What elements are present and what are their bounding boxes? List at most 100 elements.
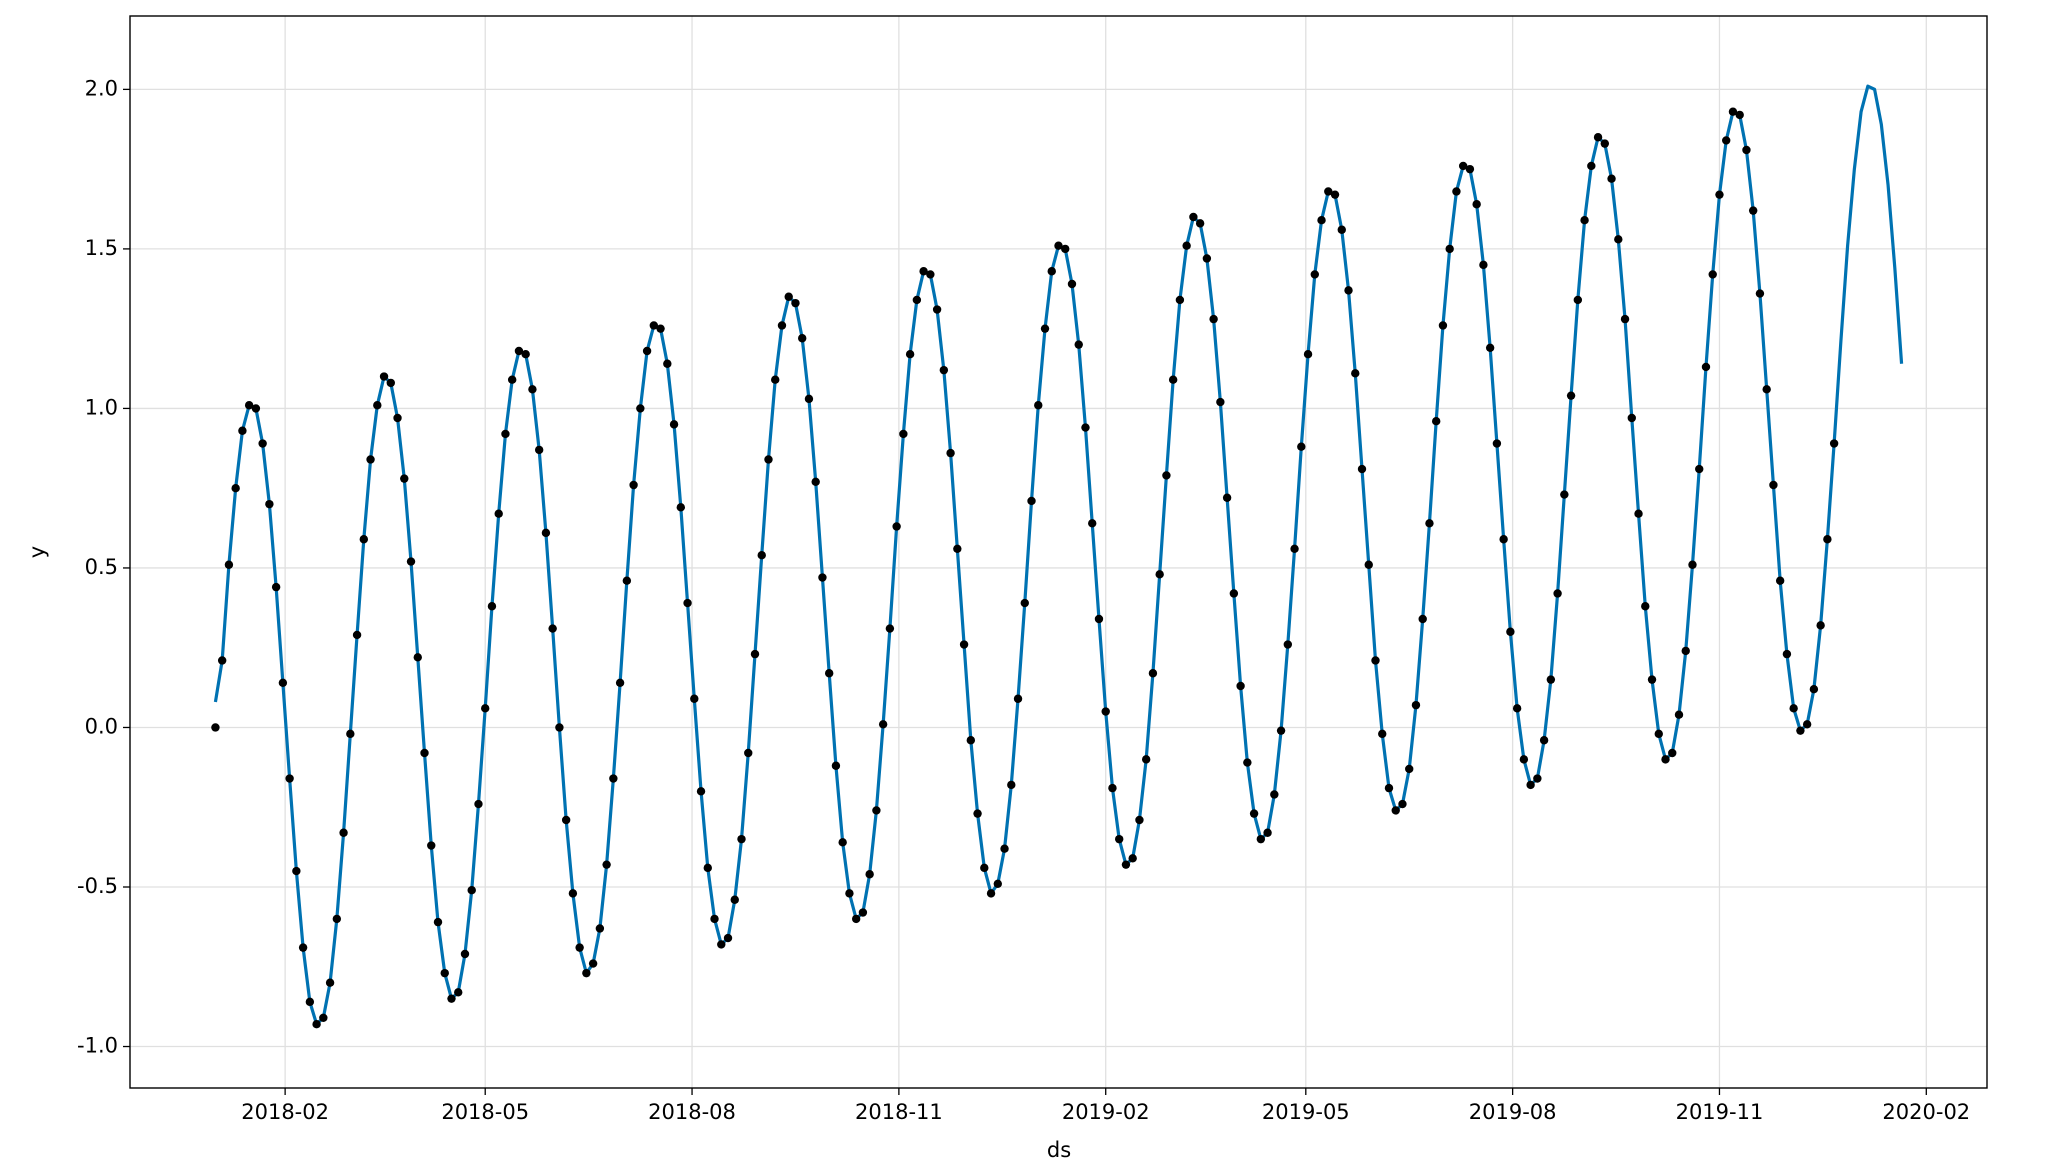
data-point — [1499, 535, 1508, 544]
data-point — [1600, 139, 1610, 148]
data-point — [346, 729, 355, 739]
data-point — [1040, 324, 1050, 333]
data-point — [1168, 375, 1178, 384]
data-point — [292, 866, 301, 876]
data-point — [1762, 385, 1771, 394]
data-point — [1533, 774, 1542, 783]
data-point — [541, 528, 551, 538]
data-point — [1310, 270, 1319, 279]
data-point — [845, 889, 854, 898]
data-point — [1479, 260, 1488, 270]
data-point — [1209, 314, 1218, 324]
data-point — [703, 863, 712, 873]
data-point — [568, 889, 578, 898]
data-point — [487, 602, 497, 611]
data-point — [420, 748, 429, 758]
data-point — [1229, 589, 1239, 598]
data-point — [1000, 844, 1009, 853]
data-point — [265, 499, 274, 509]
data-point — [1627, 413, 1636, 423]
y-tick-label: 2.0 — [85, 76, 118, 100]
data-point — [1809, 684, 1819, 694]
data-point — [1708, 270, 1717, 279]
data-point — [1674, 710, 1684, 719]
data-point — [1249, 809, 1259, 818]
data-point — [582, 968, 591, 978]
data-point — [1270, 790, 1279, 799]
data-point — [1303, 349, 1313, 359]
data-point — [1802, 720, 1812, 729]
data-point — [973, 809, 982, 818]
data-point — [1560, 490, 1569, 499]
data-point — [811, 477, 820, 487]
data-point — [595, 924, 605, 933]
data-point — [1485, 343, 1495, 353]
data-point — [278, 678, 288, 688]
data-point — [1512, 704, 1522, 713]
x-tick-label: 2018-02 — [241, 1100, 329, 1124]
data-point — [1141, 755, 1151, 764]
data-point — [1654, 729, 1663, 739]
data-point — [764, 455, 773, 464]
data-point — [966, 736, 976, 745]
data-point — [1587, 161, 1596, 171]
data-point — [413, 653, 422, 662]
data-point — [366, 455, 375, 464]
data-point — [676, 503, 686, 512]
data-point — [1438, 321, 1448, 330]
data-point — [454, 988, 463, 997]
data-point — [1526, 780, 1535, 790]
data-point — [1506, 627, 1515, 636]
data-point — [427, 841, 436, 850]
data-point — [1755, 289, 1765, 298]
data-point — [1539, 736, 1549, 745]
data-point — [791, 298, 800, 308]
data-point — [1816, 621, 1825, 630]
data-point — [1020, 598, 1029, 608]
data-point — [1748, 206, 1758, 215]
data-point — [534, 445, 544, 455]
data-point — [440, 968, 449, 978]
data-point — [1431, 416, 1441, 426]
y-tick-label: 1.5 — [85, 236, 118, 260]
data-point — [494, 509, 503, 518]
x-tick-label: 2019-11 — [1676, 1100, 1764, 1124]
data-point — [460, 949, 470, 959]
data-point — [953, 544, 962, 554]
data-point — [1425, 519, 1434, 528]
data-point — [1546, 675, 1556, 684]
data-point — [1337, 225, 1346, 234]
data-point — [325, 978, 335, 987]
data-point — [507, 375, 517, 384]
data-point — [1384, 783, 1394, 793]
data-point — [352, 630, 362, 640]
data-point — [1580, 215, 1589, 225]
data-point — [1121, 860, 1131, 869]
data-point — [1094, 614, 1104, 624]
data-point — [993, 879, 1002, 889]
data-point — [1728, 107, 1738, 116]
data-point — [771, 375, 780, 384]
data-point — [528, 385, 537, 394]
data-point — [1411, 700, 1421, 710]
data-point — [730, 895, 739, 904]
plot-frame — [129, 15, 1988, 1089]
x-tick-label: 2018-08 — [648, 1100, 736, 1124]
data-point — [1128, 854, 1137, 863]
data-point — [1202, 254, 1212, 263]
data-point — [919, 267, 928, 276]
data-point — [717, 940, 726, 949]
data-point — [386, 378, 395, 388]
data-point — [1081, 423, 1090, 432]
data-point — [312, 1019, 321, 1029]
data-point — [1472, 200, 1481, 209]
data-point — [1236, 681, 1245, 691]
data-point — [1775, 576, 1785, 585]
x-tick-label: 2019-02 — [1062, 1100, 1150, 1124]
data-point — [319, 1013, 328, 1023]
data-point — [1357, 464, 1367, 474]
data-point — [737, 834, 746, 844]
data-point — [615, 678, 625, 688]
data-point — [1324, 187, 1333, 196]
